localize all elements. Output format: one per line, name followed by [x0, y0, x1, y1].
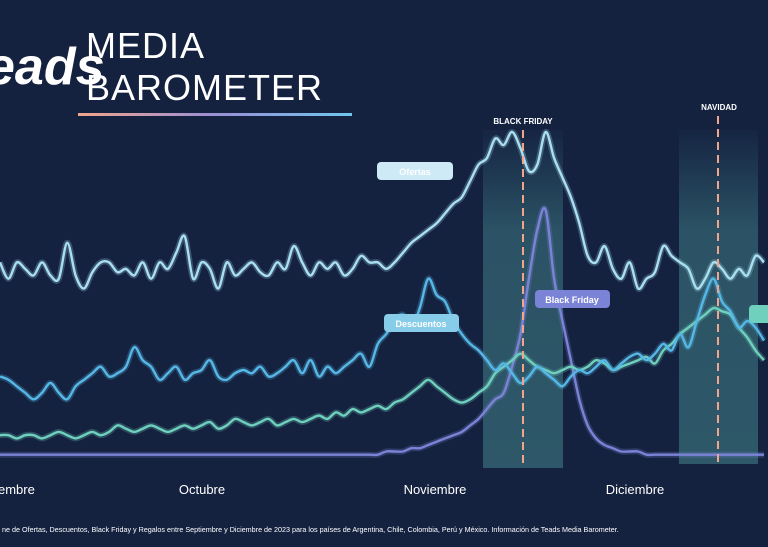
- series-tag-descuentos: Descuentos: [384, 314, 459, 332]
- brand-logo: eads: [0, 38, 105, 96]
- series-line-regalos: [0, 306, 765, 440]
- series-glow-black-friday: [0, 205, 764, 458]
- series-tag-black-friday: Black Friday: [535, 290, 610, 308]
- series-line-descuentos: [0, 277, 766, 401]
- title-line-2: BAROMETER: [86, 67, 323, 108]
- series-tag-regalos: [749, 305, 768, 323]
- title-line-1: MEDIA: [86, 25, 205, 66]
- series-tag-descuentos-text: Descuentos: [395, 319, 446, 329]
- series-tag-black-friday-text: Black Friday: [545, 295, 599, 305]
- x-label-noviembre: Noviembre: [404, 482, 467, 497]
- series-tag-ofertas-text: Ofertas: [399, 167, 431, 177]
- x-label-septiembre: embre: [0, 482, 35, 497]
- x-label-diciembre: Diciembre: [606, 482, 665, 497]
- series-line-ofertas: [0, 130, 765, 291]
- footnote: ne de Ofertas, Descuentos, Black Friday …: [2, 525, 619, 534]
- series-group: [0, 128, 767, 458]
- series-line-black-friday: [0, 207, 764, 457]
- series-tag-ofertas: Ofertas: [377, 162, 453, 180]
- navidad-event-label: NAVIDAD: [701, 103, 737, 112]
- title-underline: [78, 113, 352, 116]
- x-label-octubre: Octubre: [179, 482, 225, 497]
- black-friday-event-label: BLACK FRIDAY: [493, 117, 553, 126]
